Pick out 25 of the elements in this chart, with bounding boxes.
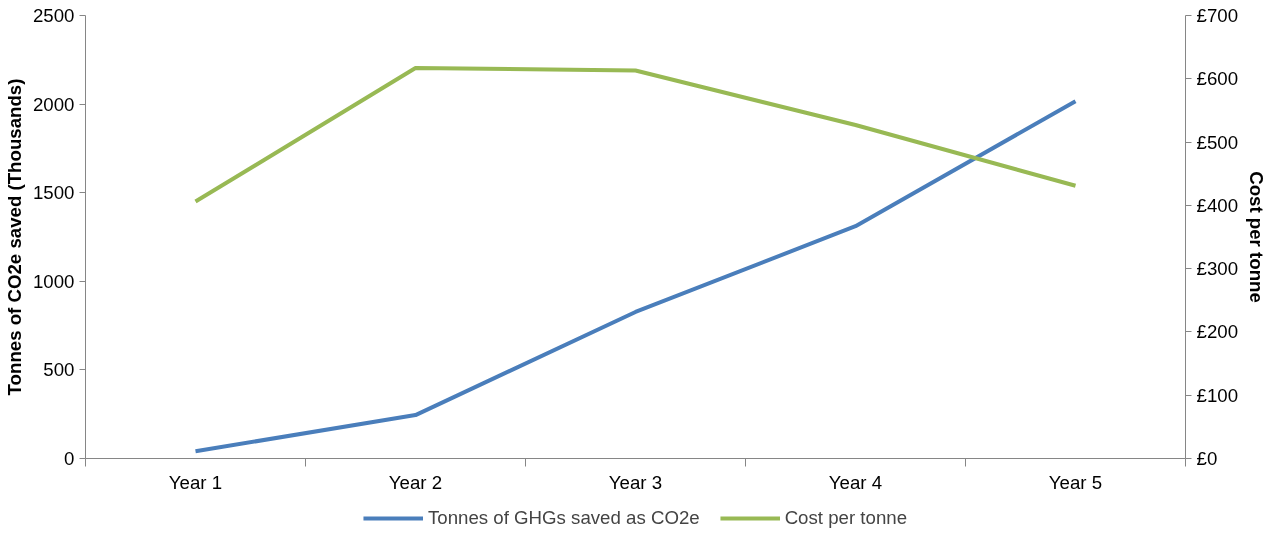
y-tick-label: 1000 [33, 270, 75, 292]
x-tick-label: Year 4 [828, 471, 883, 493]
x-tick-label: Year 1 [168, 471, 223, 493]
y-axis-title: Tonnes of CO2e saved (Thousands) [4, 78, 25, 396]
y2-tick-label: £700 [1196, 5, 1239, 26]
y-tick-label: 500 [43, 359, 75, 381]
y2-tick-label: £500 [1196, 131, 1239, 153]
y-tick-label: 0 [64, 448, 75, 469]
y2-tick-label: £400 [1196, 194, 1239, 216]
x-tick-label: Year 2 [388, 471, 443, 493]
y2-tick-label: £300 [1196, 258, 1239, 280]
y-tick-label: 2500 [33, 5, 75, 26]
y2-tick-label: £600 [1196, 68, 1239, 90]
x-tick-label: Year 3 [608, 471, 663, 493]
x-tick-label: Year 5 [1048, 471, 1103, 493]
legend-label: Cost per tonne [784, 506, 908, 529]
line-series [193, 99, 1078, 454]
legend-label: Tonnes of GHGs saved as CO2e [427, 506, 700, 529]
y2-tick-label: £0 [1196, 448, 1218, 469]
y2-axis-title: Cost per tonne [1246, 171, 1267, 303]
line-series [193, 66, 1078, 204]
y2-tick-label: £100 [1196, 384, 1239, 406]
y-tick-label: 1500 [33, 182, 75, 204]
y2-tick-label: £200 [1196, 321, 1239, 343]
y-tick-label: 2000 [33, 93, 75, 115]
